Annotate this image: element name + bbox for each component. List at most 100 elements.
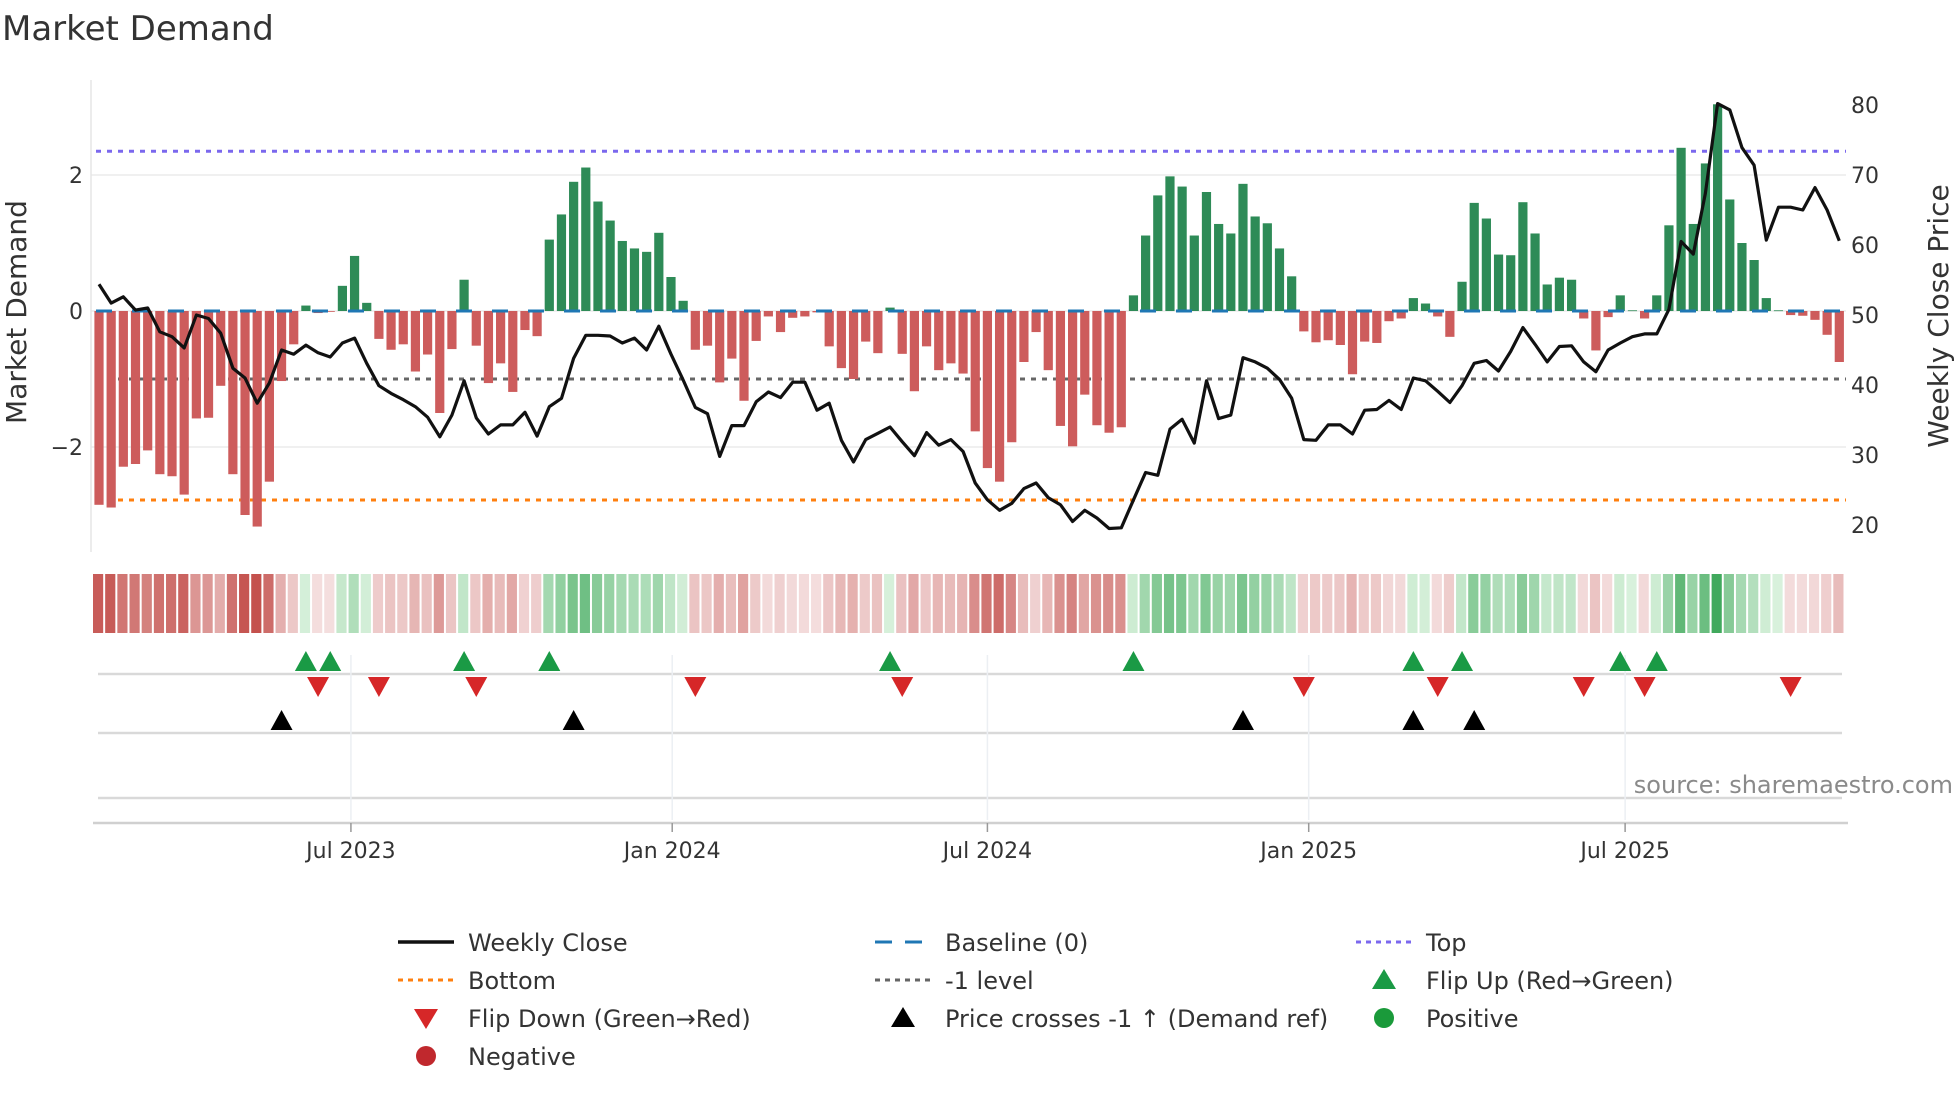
triangle-down-icon [414,1009,438,1029]
x-tick-label: Jul 2023 [304,839,396,864]
demand-bar-positive [1518,202,1528,311]
demand-bar-positive [1481,218,1491,311]
legend-label: Weekly Close [468,929,628,957]
heatstrip-cell [1772,574,1783,633]
heatstrip-cell [1054,574,1065,633]
heatstrip-cell [725,574,737,633]
demand-bar-negative [873,311,883,354]
flip-down-marker [1572,677,1595,697]
weekly-close-line [97,101,1841,531]
demand-bar-negative [496,311,506,364]
heatstrip-cell [1541,574,1552,633]
demand-bar-negative [1396,311,1406,319]
demand-bar-negative [861,311,871,342]
source-label: source: sharemaestro.com [1634,771,1953,799]
heatstrip-cell [348,574,359,633]
demand-bar-negative [994,311,1005,482]
demand-bar-negative [1335,311,1345,345]
demand-bar-negative [1372,311,1382,343]
demand-bar-positive [349,255,360,311]
heatstrip-cell [1735,574,1747,633]
flip-up-marker [1122,651,1145,671]
demand-bar-positive [1274,248,1285,311]
demand-bar-negative [958,311,968,374]
demand-bar-negative [410,311,421,372]
heatstrip-cell [835,574,846,633]
chart-title: Market Demand [2,9,274,49]
heatstrip-cell [1626,574,1637,633]
demand-bar-negative [1810,311,1820,320]
demand-bar-negative [1299,311,1309,332]
heatstrip-cell [482,574,493,633]
x-tick-label: Jan 2025 [1258,839,1357,864]
heatstrip-cell [1419,574,1430,633]
heatstrip-cell [1760,574,1771,633]
heatstrip-cell [1103,574,1114,633]
heatstrip-cell [433,574,444,633]
heatstrip-cell [1395,574,1406,633]
heatstrip-cell [604,574,615,633]
heatstrip-cell [1017,574,1029,633]
demand-bar-positive [617,240,627,311]
flip-down-marker [684,677,707,697]
demand-bar-negative [191,311,201,419]
left-tick-label: 0 [69,300,83,325]
heatstrip-cell [1565,574,1576,633]
demand-bar-positive [1773,310,1784,312]
demand-bar-positive [1128,295,1139,311]
heatstrip-cell [105,574,116,633]
x-tick-label: Jul 2024 [941,839,1033,864]
heatstrip-cell [1699,574,1710,633]
demand-bar-negative [715,311,725,383]
demand-bar-negative [702,311,713,346]
legend: Weekly Close Baseline (0) Top Bottom -1 leve… [398,929,1674,1071]
demand-bar-negative [1445,311,1455,337]
demand-bar-positive [654,232,664,311]
demand-bar-negative [240,311,250,515]
demand-bar-positive [1250,216,1260,311]
flip-down-marker [1426,677,1449,697]
heatstrip-cell [470,574,481,633]
triangle-up-icon [1372,969,1396,989]
flip-up-marker [1609,651,1632,671]
heatstrip-cell [397,574,408,633]
demand-bar-positive [556,214,567,311]
heatstrip-cell [409,574,420,633]
heatstrip-cell [920,574,931,633]
heatstrip-cell [1577,574,1588,633]
heatstrip-cell [1188,574,1199,633]
heatstrip-cell [738,574,749,633]
x-tick-label: Jul 2025 [1578,839,1670,864]
heatstrip-cell [1370,574,1382,633]
demand-bar-negative [982,311,993,469]
heatstrip-cell [1796,574,1807,633]
heatstrip-cell [518,574,530,633]
demand-bar-positive [1713,104,1723,311]
heatstrip-cell [677,574,688,633]
demand-bar-negative [106,311,116,508]
heatstrip-cell [1224,574,1235,633]
heatstrip-cell [1383,574,1394,633]
heatstrip-cell [774,574,785,633]
x-axis-ticks: Jul 2023 Jan 2024 Jul 2024 Jan 2025 Jul 2025 [304,823,1670,864]
demand-bar-positive [678,300,688,311]
flip-down-marker [465,677,488,697]
demand-bar-negative [398,311,408,345]
heatstrip-cell [287,574,298,633]
demand-bar-positive [1153,195,1163,311]
demand-bar-negative [130,311,141,464]
heatstrip-cell [1042,574,1053,633]
heatstrip-cell [421,574,432,633]
price-cross-marker [1231,710,1254,730]
demand-bar-negative [1603,311,1613,318]
heatstrip-cell [1821,574,1832,633]
heatstrip-cell [1176,574,1187,633]
right-axis-title: Weekly Close Price [1922,184,1955,447]
demand-bar-positive [362,302,372,311]
heatstrip-cell [251,574,262,633]
demand-bar-positive [593,201,603,311]
demand-bar-negative [167,311,177,477]
heatstrip-cell [129,574,140,633]
demand-bar-negative [508,311,518,392]
